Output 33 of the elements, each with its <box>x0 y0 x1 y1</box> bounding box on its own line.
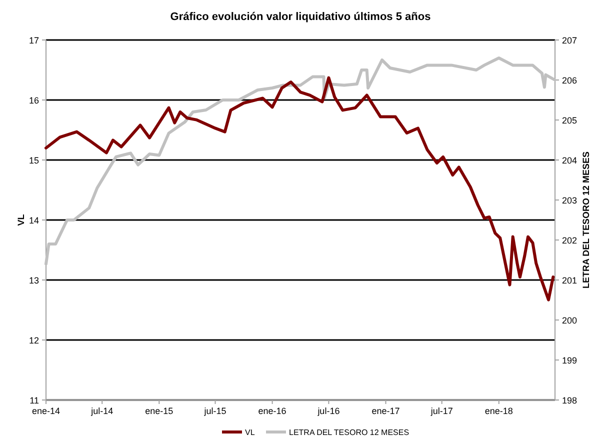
x-tick-label: ene-14 <box>32 406 60 416</box>
y-tick-label: 17 <box>28 36 39 46</box>
line-series <box>44 76 555 302</box>
y2-axis-title: LETRA DEL TESORO 12 MESES <box>581 151 591 289</box>
y-tick-label: 12 <box>28 336 39 346</box>
x-tick-label: jul-14 <box>90 406 114 416</box>
y-axis-title: VL <box>16 214 26 226</box>
x-tick-label: ene-15 <box>145 406 174 416</box>
x-tick-label: jul-16 <box>316 406 340 416</box>
y-tick-label: 13 <box>28 276 39 286</box>
legend-label: LETRA DEL TESORO 12 MESES <box>289 428 410 437</box>
y-tick-label: 15 <box>28 156 39 166</box>
y2-tick-label: 205 <box>562 116 578 126</box>
x-tick-label: ene-17 <box>372 406 400 416</box>
y2-tick-label: 201 <box>562 276 578 286</box>
y2-tick-label: 203 <box>562 196 578 206</box>
y2-tick-label: 204 <box>562 156 578 166</box>
y2-tick-label: 207 <box>562 36 578 46</box>
y-tick-label: 11 <box>30 396 39 406</box>
y2-tick-label: 200 <box>562 316 578 326</box>
x-tick-label: jul-15 <box>203 406 226 416</box>
y2-tick-label: 202 <box>562 236 578 246</box>
legend-label: VL <box>245 428 256 437</box>
x-tick-label: ene-16 <box>258 406 286 416</box>
line-series <box>44 56 556 266</box>
y-tick-label: 14 <box>28 216 39 226</box>
x-tick-label: ene-18 <box>484 406 513 416</box>
y2-tick-label: 198 <box>562 396 578 406</box>
chart-title: Gráfico evolución valor liquidativo últimos 5 años <box>170 11 431 23</box>
y2-tick-label: 199 <box>562 356 578 366</box>
y-tick-label: 16 <box>28 96 39 106</box>
y2-tick-label: 206 <box>562 76 578 86</box>
x-tick-label: jul-17 <box>430 406 453 416</box>
